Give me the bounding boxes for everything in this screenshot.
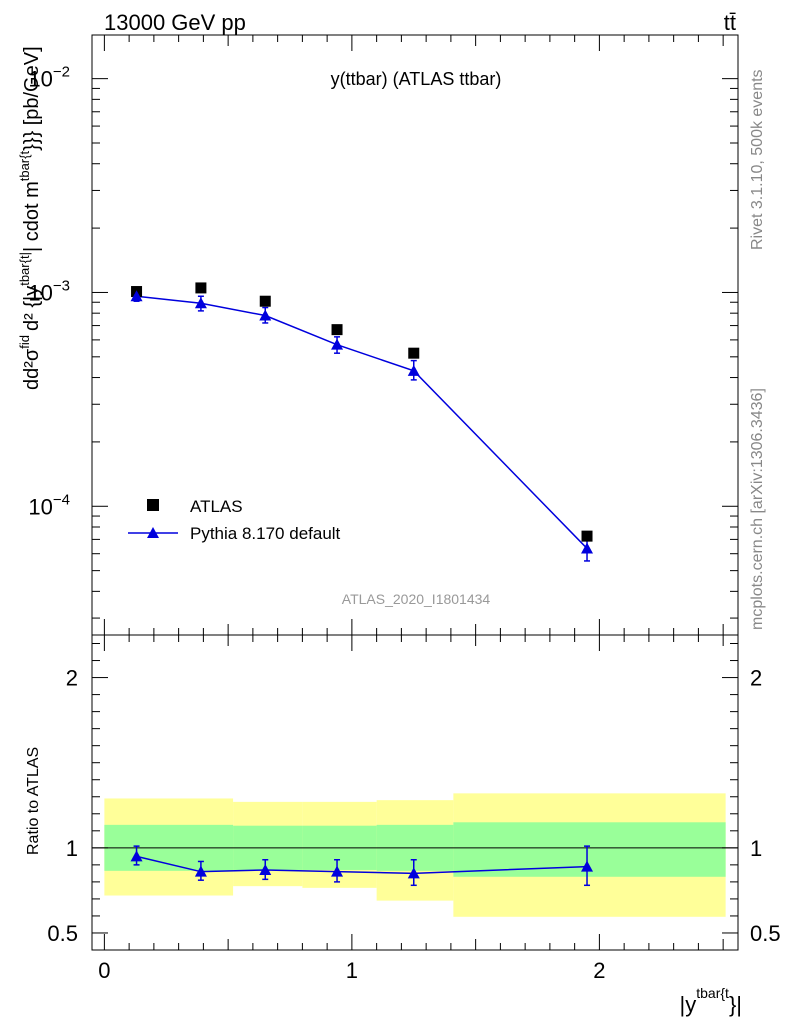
main-frame [91, 34, 739, 636]
energy-label: 13000 GeV pp [104, 10, 246, 35]
ratio-y-tick-label-right-2: 2 [750, 666, 762, 691]
ratio-y-axis-label: Ratio to ATLAS [25, 747, 42, 855]
pythia-point [130, 290, 143, 302]
x-tick-label-0: 0 [98, 958, 110, 983]
process-label: tt̄ [724, 10, 736, 35]
atlas-point [195, 282, 207, 294]
pythia-point [194, 297, 207, 309]
ratio-pythia-line [136, 855, 588, 875]
plot-title: y(ttbar) (ATLAS ttbar) [331, 69, 502, 89]
legend-pythia-label: Pythia 8.170 default [190, 524, 341, 543]
y-tick-label-1e-2: 10−2 [28, 64, 70, 92]
ratio-pythia-point [130, 850, 143, 862]
main-axis-ticks [92, 35, 738, 635]
atlas-point [259, 295, 271, 307]
ratio-frame [91, 634, 739, 951]
ratio-pythia-point [407, 867, 420, 879]
x-tick-label-2: 2 [593, 958, 605, 983]
ratio-y-tick-label-right-0-5: 0.5 [750, 921, 781, 946]
analysis-label: ATLAS_2020_I1801434 [342, 591, 491, 607]
x-axis-label: |ytbar{t}| [680, 985, 742, 1017]
pythia-point [259, 309, 272, 321]
ratio-y-tick-label-2: 2 [66, 666, 78, 691]
pythia-line [136, 295, 588, 549]
pythia-point [331, 338, 344, 350]
ratio-bands [104, 793, 726, 917]
ratio-panel: 0.5 1 2 0.5 1 2 0 1 2 Ratio to ATLAS |yt… [25, 634, 781, 1017]
main-series [130, 282, 594, 562]
ratio-pythia-point [331, 865, 344, 877]
ratio-axis-ticks [92, 635, 738, 950]
ratio-y-tick-label-right-1: 1 [750, 836, 762, 861]
main-y-tick-labels: 10−2 10−3 10−4 [28, 64, 70, 520]
pythia-point [581, 542, 594, 554]
rivet-label: Rivet 3.1.10, 500k events [749, 69, 766, 250]
ratio-pythia-point [194, 865, 207, 877]
y-tick-label-1e-3: 10−3 [28, 277, 70, 305]
mcplots-label: mcplots.cern.ch [arXiv:1306.3436] [749, 388, 766, 630]
legend-atlas-marker [147, 499, 159, 511]
ratio-y-tick-label-1: 1 [66, 836, 78, 861]
pythia-point [407, 364, 420, 376]
y-tick-label-1e-4: 10−4 [28, 491, 70, 519]
x-tick-label-1: 1 [346, 958, 358, 983]
ratio-y-tick-label-0-5: 0.5 [47, 921, 78, 946]
ratio-pythia-point [581, 860, 594, 872]
atlas-point [331, 324, 343, 336]
legend-atlas-label: ATLAS [190, 497, 243, 516]
atlas-point [408, 347, 420, 359]
main-y-axis-label: dd²σfidd² {|ytbar{t|| cdot mtbar{t}}} [p… [17, 46, 43, 390]
ratio-pythia-point [259, 863, 272, 875]
ratio-series [130, 845, 594, 887]
atlas-point [581, 530, 593, 542]
legend-pythia-marker [147, 527, 159, 538]
main-panel: y(ttbar) (ATLAS ttbar) ATLAS_2020_I18014… [17, 34, 739, 636]
legend: ATLAS Pythia 8.170 default [128, 497, 341, 543]
